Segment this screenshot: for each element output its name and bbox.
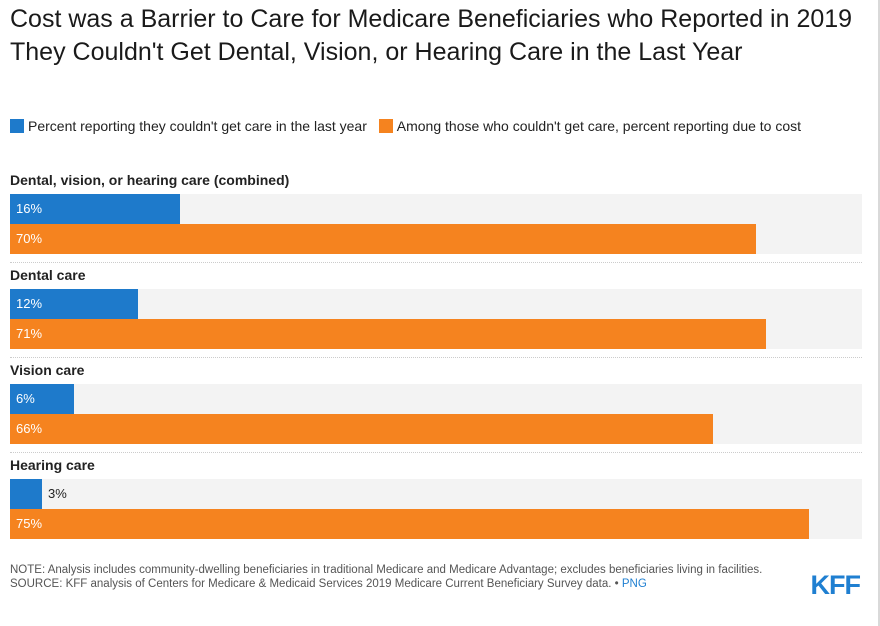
bar-chart: Dental, vision, or hearing care (combine… [10,172,862,550]
bar-value-label: 66% [16,421,43,436]
bar-track: 12% [10,289,862,319]
source-text: SOURCE: KFF analysis of Centers for Medi… [10,578,619,590]
note-text: NOTE: Analysis includes community-dwelli… [10,564,763,576]
bar-due-to-cost [10,414,713,444]
kff-logo: KFF [810,570,861,600]
bar-value-label: 70% [16,231,43,246]
bar-due-to-cost [10,224,756,254]
legend-swatch-orange [378,119,393,133]
bar-couldnt-get-care [10,194,180,224]
bar-value-label: 6% [16,391,35,406]
category-label: Hearing care [10,457,95,473]
group-divider [10,262,862,263]
legend-item-due-to-cost: Among those who couldn't get care, perce… [378,118,802,134]
category-label: Dental, vision, or hearing care (combine… [10,172,290,188]
bar-value-label: 12% [16,296,43,311]
bar-couldnt-get-care [10,479,42,509]
bar-due-to-cost [10,509,809,539]
right-border [878,0,880,626]
bar-track: 66% [10,414,862,444]
bar-track: 6% [10,384,862,414]
legend: Percent reporting they couldn't get care… [10,116,860,137]
group-divider [10,452,862,453]
category-label: Dental care [10,267,86,283]
chart-title: Cost was a Barrier to Care for Medicare … [10,5,853,66]
category-group: Vision care 6% 66% [10,362,862,457]
bar-track: 70% [10,224,862,254]
bar-couldnt-get-care [10,384,74,414]
bar-couldnt-get-care [10,289,138,319]
png-download-link[interactable]: PNG [621,578,647,590]
bar-value-label: 3% [48,486,67,501]
category-group: Hearing care 3% 75% [10,457,862,552]
category-group: Dental, vision, or hearing care (combine… [10,172,862,267]
bar-value-label: 71% [16,326,43,341]
bar-value-label: 75% [16,516,43,531]
category-label: Vision care [10,362,85,378]
bar-track: 3% [10,479,862,509]
bar-value-label: 16% [16,201,43,216]
bar-track: 71% [10,319,862,349]
group-divider [10,357,862,358]
bar-track: 75% [10,509,862,539]
bar-track: 16% [10,194,862,224]
bar-due-to-cost [10,319,766,349]
category-group: Dental care 12% 71% [10,267,862,362]
legend-swatch-blue [10,119,24,133]
source-line: SOURCE: KFF analysis of Centers for Medi… [10,577,780,591]
footnotes: NOTE: Analysis includes community-dwelli… [10,563,780,591]
legend-label-due-to-cost: Among those who couldn't get care, perce… [396,118,802,134]
legend-label-couldnt-get-care: Percent reporting they couldn't get care… [28,118,367,134]
legend-item-couldnt-get-care: Percent reporting they couldn't get care… [10,118,367,134]
